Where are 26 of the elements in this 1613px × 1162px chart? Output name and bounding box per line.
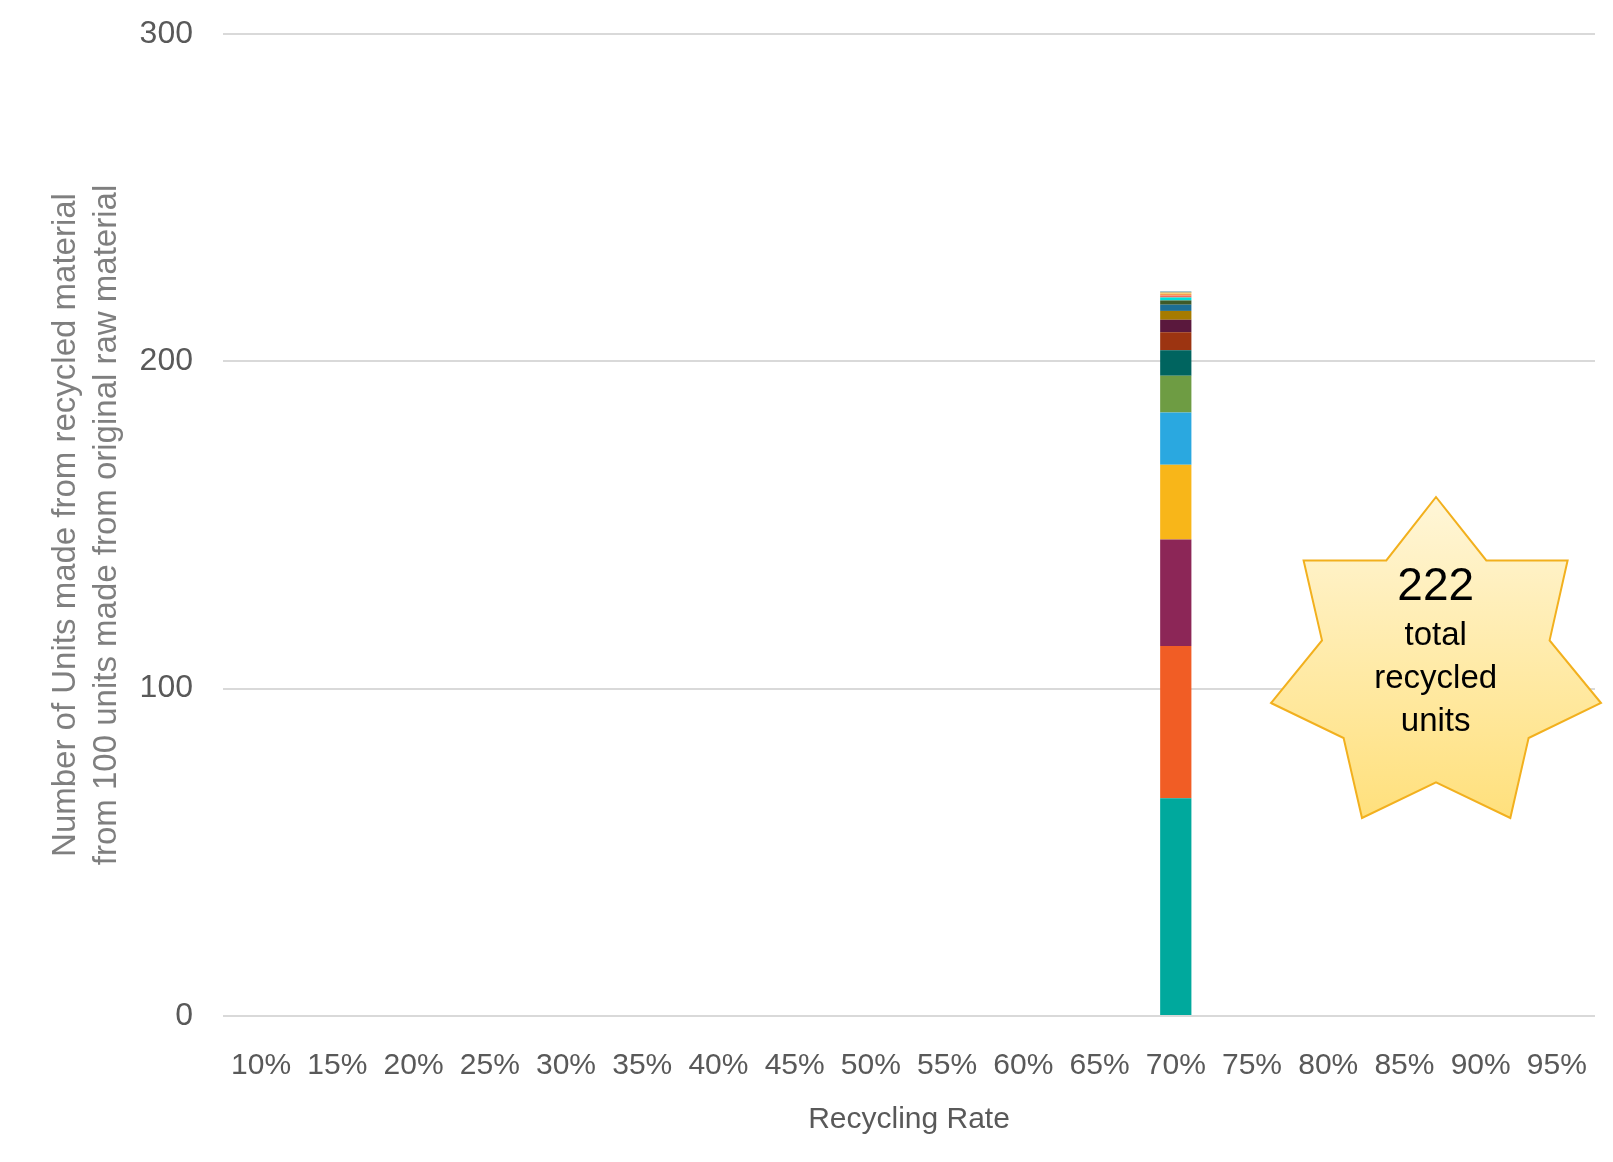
x-tick-label: 80% bbox=[1298, 1047, 1359, 1081]
x-tick-label: 40% bbox=[688, 1047, 749, 1081]
x-tick-label: 20% bbox=[383, 1047, 444, 1081]
y-tick-label: 100 bbox=[139, 668, 193, 705]
x-tick-label: 85% bbox=[1374, 1047, 1435, 1081]
x-tick-label: 45% bbox=[764, 1047, 825, 1081]
x-tick-label: 15% bbox=[307, 1047, 368, 1081]
x-tick-label: 30% bbox=[535, 1047, 597, 1081]
x-tick-label: 55% bbox=[917, 1047, 978, 1081]
annotation: total recycled units bbox=[1373, 614, 1499, 740]
x-tick-label: 60% bbox=[993, 1047, 1054, 1081]
x-tick-label: 90% bbox=[1450, 1047, 1511, 1081]
y-tick-label: 0 bbox=[175, 995, 193, 1032]
x-tick-label: 10% bbox=[231, 1047, 292, 1081]
y-axis-title: Number of Units made from recycled material from 100 units made from original raw material bbox=[44, 184, 123, 866]
annotation: 222 bbox=[1396, 558, 1476, 610]
y-tick-label: 200 bbox=[139, 341, 193, 378]
x-axis-title: Recycling Rate bbox=[808, 1101, 1010, 1135]
x-tick-label: 75% bbox=[1221, 1047, 1283, 1081]
x-tick-label: 50% bbox=[840, 1047, 901, 1081]
x-tick-label: 35% bbox=[612, 1047, 673, 1081]
x-tick-label: 25% bbox=[459, 1047, 520, 1081]
x-tick-label: 70% bbox=[1145, 1047, 1206, 1081]
x-tick-label: 65% bbox=[1069, 1047, 1130, 1081]
x-tick-label: 95% bbox=[1526, 1047, 1587, 1081]
y-tick-label: 300 bbox=[139, 13, 193, 50]
